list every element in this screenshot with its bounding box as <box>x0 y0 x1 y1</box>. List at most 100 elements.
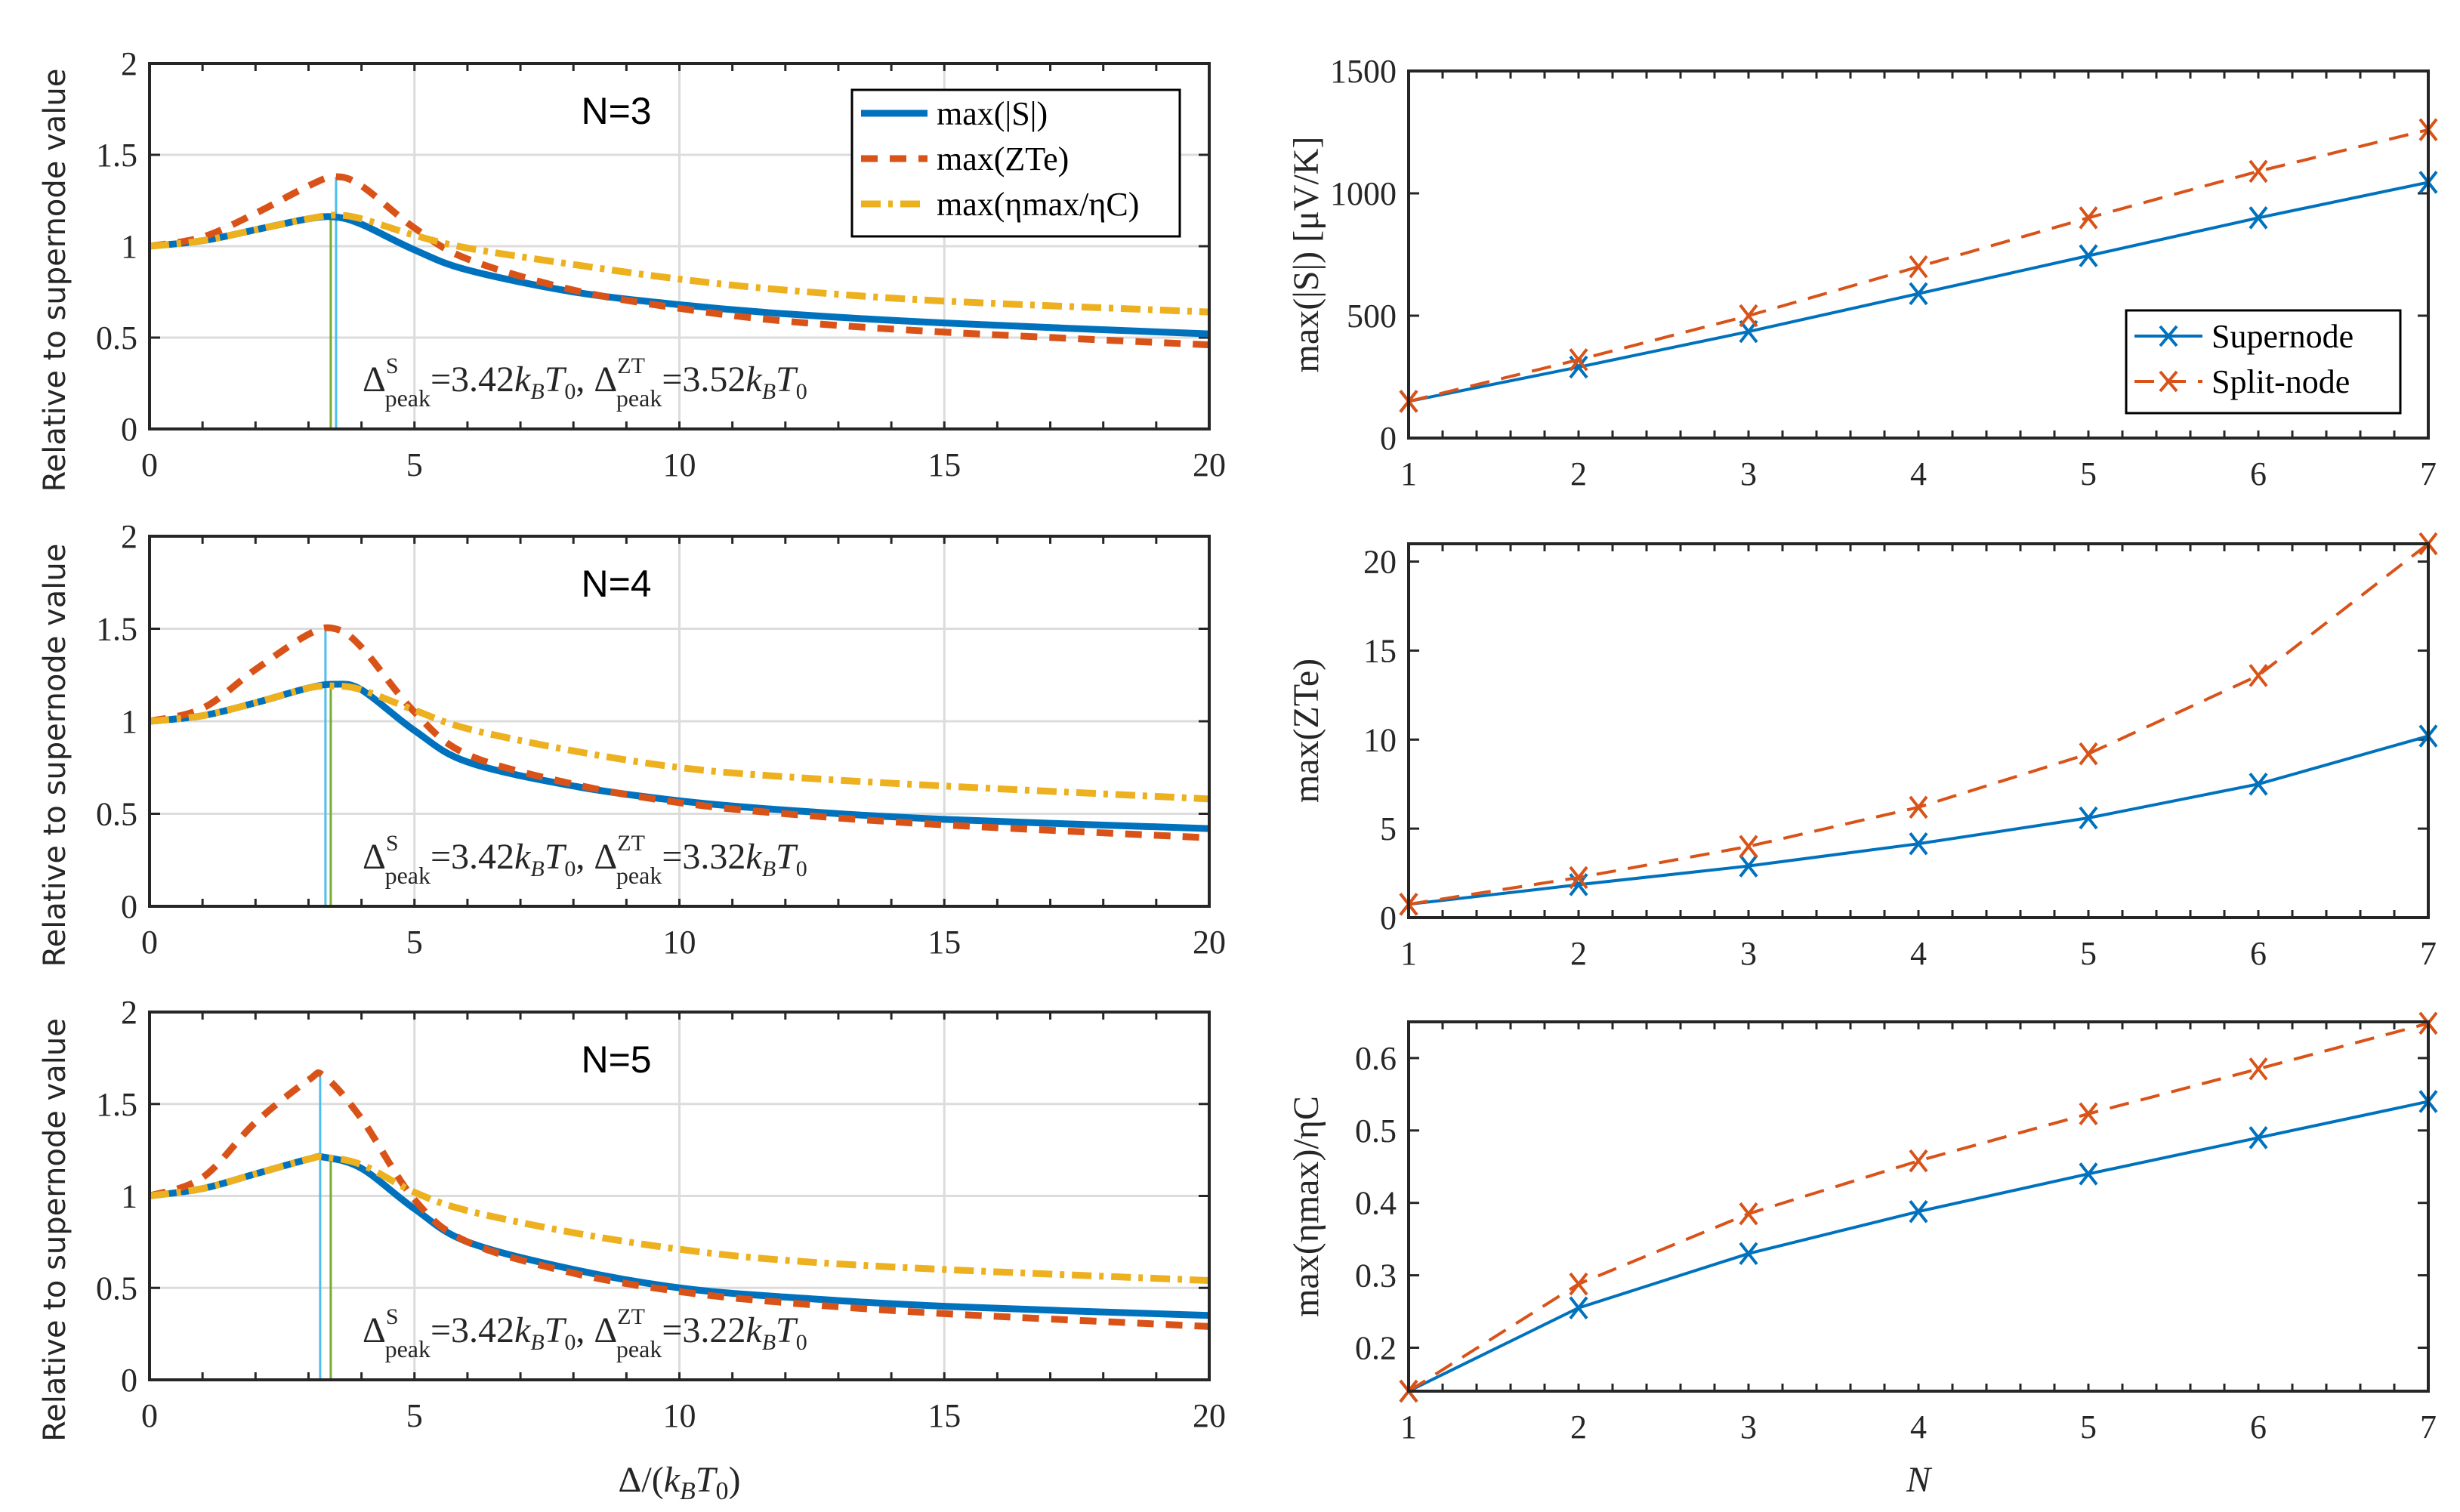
legend-label: max(ηmax/ηC) <box>937 186 1139 223</box>
y-tick-label: 1000 <box>1330 175 1397 212</box>
y-tick-label: 0.5 <box>96 796 137 833</box>
y-axis-label: max(ηmax)/ηC <box>1286 1096 1326 1317</box>
axes-box <box>148 1011 1211 1381</box>
x-tick-label: 0 <box>141 924 158 961</box>
t: T <box>776 1310 798 1350</box>
peak-annotation: ΔS peak=3.42kBT0, ΔZT peak=3.52kBT0 <box>363 353 807 412</box>
sep: , <box>576 837 594 877</box>
legend-label: Supernode <box>2212 318 2354 355</box>
data-point-x-marker <box>2249 664 2268 687</box>
value-s: =3.42 <box>431 837 514 877</box>
t: T <box>545 837 567 877</box>
sub-0: 0 <box>796 379 807 404</box>
sub-b: B <box>762 856 776 881</box>
series-line-supernode <box>1408 1100 2429 1393</box>
x-tick-label: 7 <box>2420 935 2437 972</box>
x-tick-label: 3 <box>1740 1409 1757 1446</box>
x-tick-label: 5 <box>406 1397 423 1434</box>
k: k <box>514 837 532 877</box>
value-s: =3.42 <box>431 359 514 400</box>
value-zt: =3.32 <box>662 837 745 877</box>
y-tick-label: 1.5 <box>96 611 137 648</box>
legend-label: max(|S|) <box>937 95 1048 132</box>
sep: , <box>576 359 594 400</box>
y-tick-label: 1 <box>121 1178 137 1215</box>
y-tick-label: 2 <box>121 518 137 555</box>
panel-left-bottom: 0 5 10 15 20 0 0.5 1 1.5 2 Relative to supernode v… <box>38 994 1226 1505</box>
x-tick-label: 15 <box>928 1397 961 1434</box>
series-line-splitnode <box>1407 1021 2429 1393</box>
y-tick-label: 0.2 <box>1355 1329 1397 1366</box>
legend-box <box>2125 309 2402 415</box>
sub-peak: peak <box>385 862 431 889</box>
peak-annotation: ΔS peak=3.42kBT0, ΔZT peak=3.22kBT0 <box>363 1304 807 1362</box>
sep: , <box>576 1310 594 1350</box>
panel-title: N=3 <box>582 90 652 132</box>
sub-peak: peak <box>385 1335 431 1362</box>
y-tick-label: 0.6 <box>1355 1040 1397 1077</box>
sub-0: 0 <box>564 856 576 881</box>
data-point-x-marker <box>1909 795 1928 819</box>
data-point-x-marker <box>2079 1162 2098 1186</box>
data-point-x-marker <box>1739 1202 1758 1226</box>
x-tick-label: 10 <box>663 924 696 961</box>
y-tick-label: 0.4 <box>1355 1185 1397 1222</box>
x-tick-label: 3 <box>1740 455 1757 492</box>
y-tick-label: 1 <box>121 228 137 265</box>
legend-marker <box>2159 325 2178 347</box>
y-tick-label: 500 <box>1347 298 1397 335</box>
sub-b: B <box>530 856 544 881</box>
sub-0: 0 <box>564 379 576 404</box>
data-point-x-marker <box>2249 159 2268 184</box>
delta: Δ <box>594 1310 617 1350</box>
sub-peak: peak <box>616 862 662 889</box>
y-axis-label: Relative to supernode value <box>38 1018 73 1442</box>
data-point-x-marker <box>2079 206 2098 230</box>
data-point-x-marker <box>2079 806 2098 830</box>
data-point-x-marker <box>2079 244 2098 267</box>
delta: Δ <box>594 837 617 877</box>
legend-label: Split-node <box>2212 363 2350 400</box>
data-point-x-marker <box>1909 255 1928 279</box>
y-tick-label: 0.5 <box>96 319 137 356</box>
k: k <box>745 1310 763 1350</box>
x-axis-label: Δ/(kBT0) <box>619 1460 741 1505</box>
sup-s: S <box>386 353 399 378</box>
series-line-maxzte <box>148 624 1210 841</box>
x-tick-label: 7 <box>2420 455 2437 492</box>
k: k <box>514 1310 532 1350</box>
delta: Δ <box>363 1310 386 1350</box>
legend: Supernode Split-node <box>2125 309 2402 415</box>
x-tick-label: 10 <box>663 1397 696 1434</box>
data-point-x-marker <box>1909 832 1928 856</box>
data-point-x-marker <box>1909 282 1928 306</box>
x-tick-label: 20 <box>1193 924 1226 961</box>
k: k <box>745 359 763 400</box>
x-tick-label: 4 <box>1910 935 1927 972</box>
x-tick-label: 5 <box>2080 1409 2097 1446</box>
sup-zt: ZT <box>617 353 645 378</box>
data-point-x-marker <box>1909 1199 1928 1223</box>
x-tick-label: 1 <box>1400 935 1417 972</box>
data-point-x-marker <box>2249 1126 2268 1149</box>
x-tick-label: 20 <box>1193 446 1226 483</box>
y-tick-label: 0 <box>1380 899 1397 937</box>
x-tick-label: 1 <box>1400 455 1417 492</box>
data-point-x-marker <box>1569 1272 1588 1296</box>
x-tick-label: 0 <box>141 446 158 483</box>
sup-s: S <box>386 1304 399 1329</box>
y-tick-label: 1.5 <box>96 1086 137 1123</box>
y-tick-label: 0 <box>121 1362 137 1399</box>
data-point-x-marker <box>1569 348 1588 372</box>
y-axis-label: Relative to supernode value <box>38 69 73 492</box>
axes-box <box>148 62 1211 430</box>
data-point-x-marker <box>2249 1057 2268 1081</box>
y-tick-label: 0 <box>121 411 137 448</box>
peak-annotation: ΔS peak=3.42kBT0, ΔZT peak=3.32kBT0 <box>363 831 807 889</box>
y-tick-label: 1 <box>121 703 137 740</box>
y-tick-label: 0.5 <box>1355 1112 1397 1149</box>
data-point-x-marker <box>1739 835 1758 858</box>
sub-0: 0 <box>796 856 807 881</box>
legend-label: max(ZTe) <box>937 140 1069 177</box>
